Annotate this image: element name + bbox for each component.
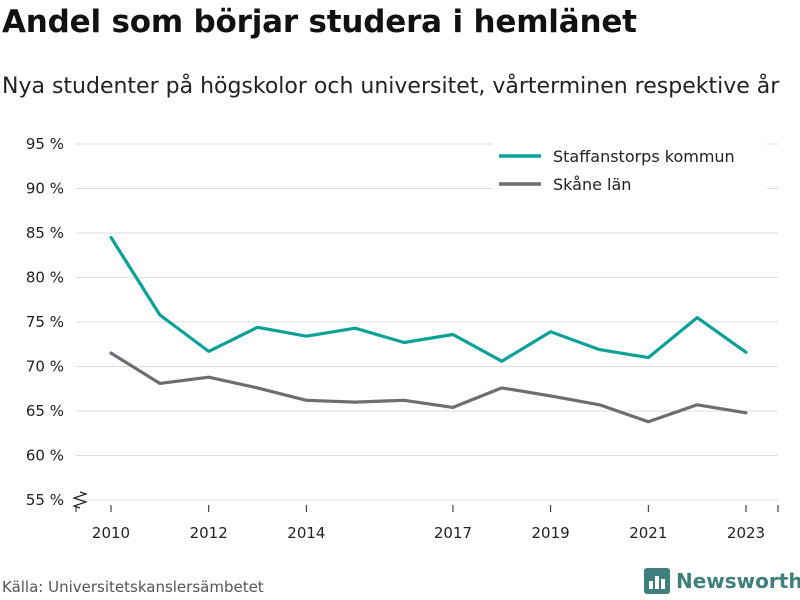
series-lines: [109, 235, 748, 424]
x-tick-label: 2010: [92, 524, 130, 542]
bar-chart-logo-icon: [644, 568, 670, 594]
x-axis-ticks: 2010 2012 2014 2017 2019 2021 2023: [92, 505, 779, 542]
chart-title: Andel som börjar studera i hemlänet: [2, 4, 637, 40]
y-tick-label: 55 %: [26, 491, 64, 509]
series-line-0: [109, 235, 748, 363]
gridlines: [75, 143, 778, 512]
brand-name: Newsworthy: [676, 569, 800, 593]
y-tick-label: 65 %: [26, 402, 64, 420]
line-chart: 55 % 60 % 65 % 70 % 75 % 80 % 85 % 90 % 95 % 201…: [26, 135, 779, 542]
legend: Staffanstorps kommun Skåne län: [492, 138, 767, 198]
x-tick-label: 2012: [190, 524, 228, 542]
y-axis-ticks: 55 % 60 % 65 % 70 % 75 % 80 % 85 % 90 % 95 %: [26, 135, 64, 509]
y-tick-label: 75 %: [26, 313, 64, 331]
series-line-1: [109, 351, 748, 424]
y-tick-label: 95 %: [26, 135, 64, 153]
brand: Newsworthy: [644, 568, 800, 594]
x-tick-label: 2017: [434, 524, 472, 542]
legend-label: Skåne län: [553, 175, 631, 194]
source-note: Källa: Universitetskanslersämbetet: [2, 578, 264, 596]
legend-background: [492, 138, 767, 198]
y-tick-label: 60 %: [26, 447, 64, 465]
legend-label: Staffanstorps kommun: [553, 147, 735, 166]
x-tick-label: 2021: [629, 524, 667, 542]
x-tick-label: 2023: [727, 524, 765, 542]
y-tick-label: 80 %: [26, 269, 64, 287]
chart-subtitle: Nya studenter på högskolor och universit…: [2, 74, 780, 99]
x-tick-label: 2019: [532, 524, 570, 542]
axis-break-icon: [72, 491, 88, 509]
x-tick-label: 2014: [287, 524, 325, 542]
y-tick-label: 70 %: [26, 358, 64, 376]
y-tick-label: 85 %: [26, 224, 64, 242]
y-tick-label: 90 %: [26, 180, 64, 198]
